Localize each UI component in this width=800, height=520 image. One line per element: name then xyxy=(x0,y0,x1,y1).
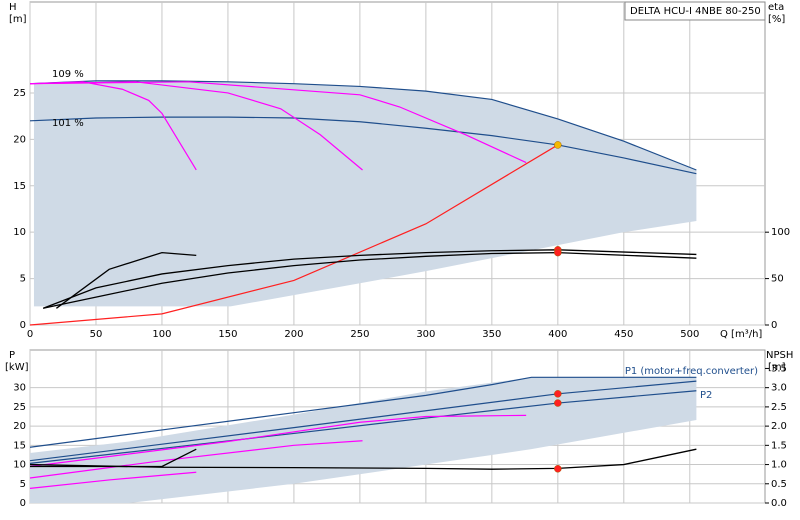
y2-tick-label: 1.0 xyxy=(771,460,787,471)
y2-tick-label: 0.0 xyxy=(771,498,787,509)
curve xyxy=(29,471,197,489)
curve xyxy=(42,249,697,309)
chart-title: DELTA HCU-I 4NBE 80-250 xyxy=(630,6,761,17)
curve xyxy=(43,251,697,309)
curve-label: 101 % xyxy=(52,118,84,129)
y2-axis-title: NPSH xyxy=(766,350,793,361)
y2-tick-label: 50 xyxy=(771,274,784,285)
y-tick-label: 25 xyxy=(13,402,26,413)
y2-tick-label: 0.5 xyxy=(771,479,787,490)
y2-tick-label: 1.5 xyxy=(771,440,787,451)
y-tick-label: 5 xyxy=(20,274,26,285)
plots: 0 50 100 150 200 250 300 350 400 450 5000510152025… xyxy=(13,1,790,509)
y-tick-label: 5 xyxy=(20,479,26,490)
y2-axis-unit: [%] xyxy=(768,14,785,25)
y2-tick-label: 2.0 xyxy=(771,421,787,432)
curve-label: P2 xyxy=(700,390,712,401)
y2-tick-label: 100 xyxy=(771,227,790,238)
y2-tick-label: 3.0 xyxy=(771,383,787,394)
x-tick-label: 150 xyxy=(218,329,237,340)
y-tick-label: 20 xyxy=(13,134,26,145)
duty-point xyxy=(554,141,562,149)
x-tick-label: 200 xyxy=(284,329,303,340)
y-axis-title: P xyxy=(9,350,15,361)
duty-point xyxy=(554,390,562,398)
y-tick-label: 25 xyxy=(13,88,26,99)
x-axis-title: Q [m³/h] xyxy=(720,329,762,340)
x-tick-label: 500 xyxy=(680,329,699,340)
y2-tick-label: 0 xyxy=(771,320,777,331)
duty-point xyxy=(554,248,562,257)
x-tick-label: 300 xyxy=(416,329,435,340)
y2-tick-label: 2.5 xyxy=(771,402,787,413)
y-tick-label: 30 xyxy=(13,383,26,394)
y-tick-label: 10 xyxy=(13,460,26,471)
y-tick-label: 0 xyxy=(20,320,26,331)
y-tick-label: 20 xyxy=(13,421,26,432)
duty-point xyxy=(554,465,562,473)
curve xyxy=(29,448,697,470)
curve xyxy=(29,116,697,175)
y-axis-unit: [kW] xyxy=(5,362,29,373)
curve xyxy=(29,414,527,468)
curve xyxy=(30,448,197,468)
y-tick-label: 10 xyxy=(13,227,26,238)
x-tick-label: 50 xyxy=(90,329,103,340)
duty-point xyxy=(554,399,562,407)
y-axis-title: H xyxy=(9,2,17,13)
curve-label: 109 % xyxy=(52,69,84,80)
x-tick-label: 450 xyxy=(614,329,633,340)
y-axis-unit: [m] xyxy=(9,14,27,25)
curve xyxy=(29,81,527,164)
x-tick-label: 250 xyxy=(350,329,369,340)
y2-axis-unit: [m] xyxy=(768,362,786,373)
x-tick-label: 0 xyxy=(27,329,33,340)
y-tick-label: 15 xyxy=(13,181,26,192)
y-tick-label: 0 xyxy=(20,498,26,509)
curve-label: P1 (motor+freq.converter) xyxy=(625,366,758,377)
operating-range xyxy=(30,377,697,503)
title-box xyxy=(624,1,766,21)
curve xyxy=(29,80,697,171)
x-tick-label: 400 xyxy=(548,329,567,340)
y2-tick-label: 3.5 xyxy=(771,363,787,374)
curve xyxy=(29,144,559,326)
y-tick-label: 15 xyxy=(13,440,26,451)
curve xyxy=(29,390,697,465)
curve xyxy=(29,380,697,462)
y2-axis-title: eta xyxy=(768,2,784,13)
curve xyxy=(29,440,363,479)
x-tick-label: 350 xyxy=(482,329,501,340)
curve xyxy=(29,81,197,171)
curve xyxy=(29,376,697,448)
x-tick-label: 100 xyxy=(152,329,171,340)
curve xyxy=(56,251,197,309)
